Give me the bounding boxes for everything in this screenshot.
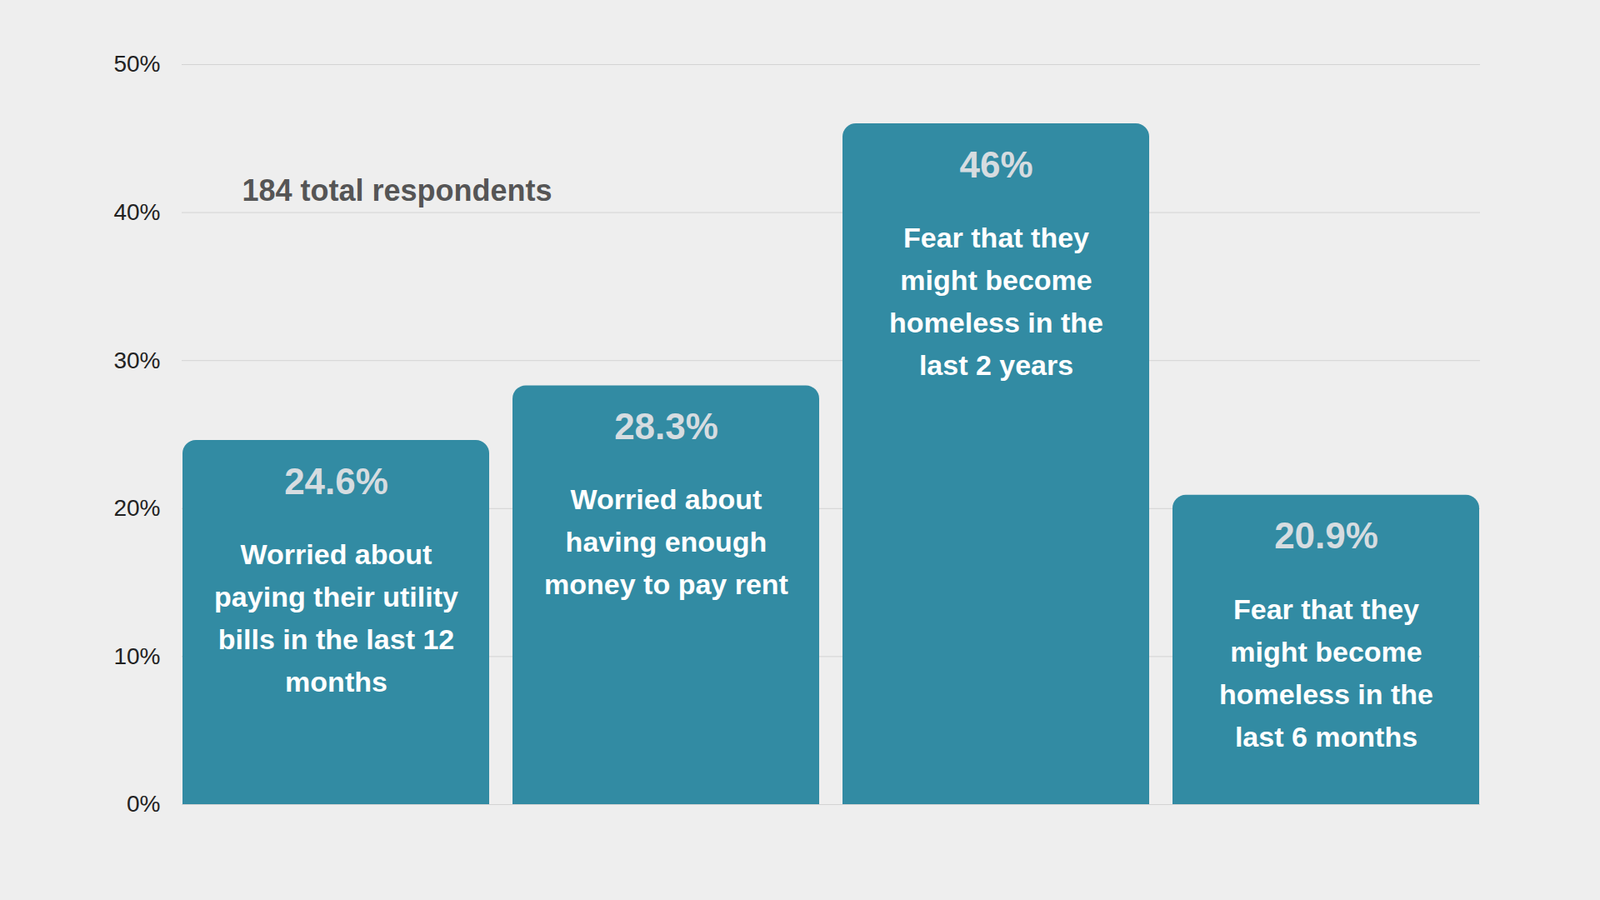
svg-text:Worried abouthaving enoughmone: Worried abouthaving enoughmoney to pay r… <box>544 483 789 600</box>
svg-text:20%: 20% <box>113 495 160 521</box>
svg-text:Fear that theymight becomehome: Fear that theymight becomehomeless in th… <box>1219 593 1434 753</box>
svg-text:20.9%: 20.9% <box>1274 515 1379 556</box>
svg-text:24.6%: 24.6% <box>284 460 389 502</box>
svg-text:Fear that theymight becomehome: Fear that theymight becomehomeless in th… <box>889 221 1104 381</box>
svg-text:Worried aboutpaying their util: Worried aboutpaying their utilitybills i… <box>214 538 459 698</box>
svg-text:184 total respondents: 184 total respondents <box>242 173 553 208</box>
svg-text:46%: 46% <box>959 144 1033 185</box>
svg-text:40%: 40% <box>113 199 160 225</box>
svg-text:30%: 30% <box>113 347 160 374</box>
svg-text:28.3%: 28.3% <box>614 405 719 447</box>
svg-text:0%: 0% <box>126 790 160 817</box>
svg-text:10%: 10% <box>113 643 160 670</box>
svg-text:50%: 50% <box>113 50 160 77</box>
